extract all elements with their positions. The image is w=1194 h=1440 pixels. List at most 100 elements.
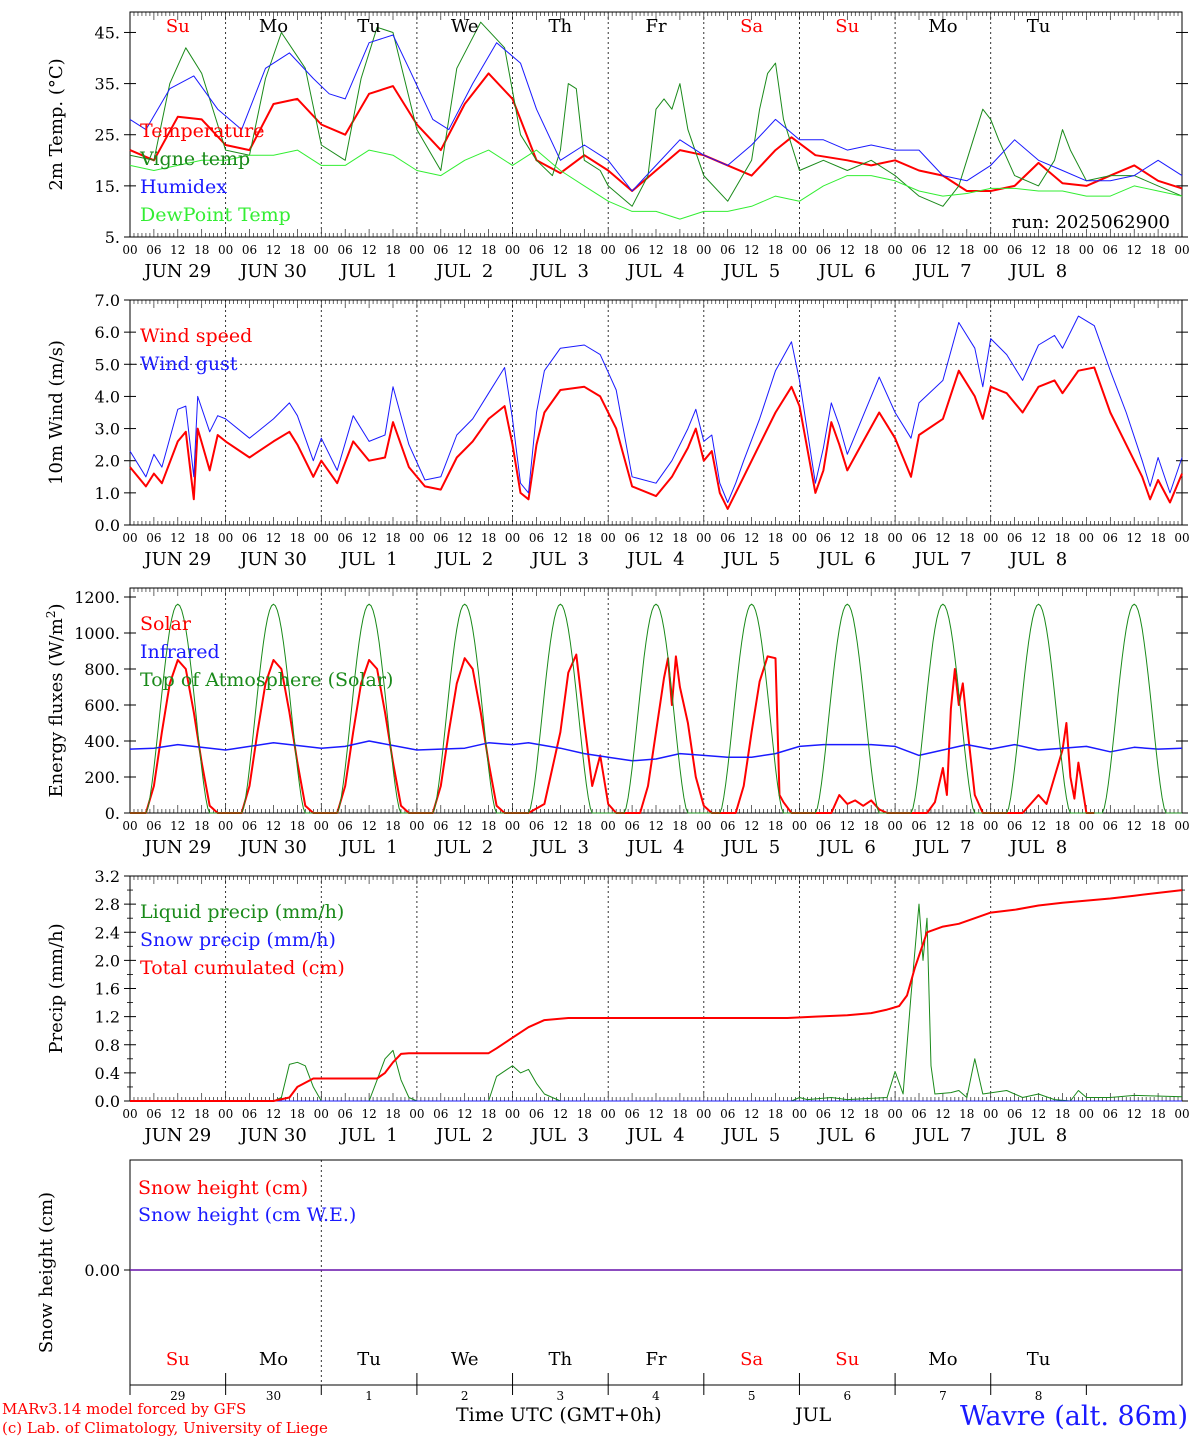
hour-tick-label: 12 bbox=[935, 531, 950, 545]
day-abbr: Mo bbox=[928, 16, 957, 37]
hour-tick-label: 12 bbox=[648, 531, 663, 545]
hour-tick-label: 00 bbox=[601, 243, 616, 257]
hour-tick-label: 06 bbox=[720, 1107, 735, 1121]
model-credit: MARv3.14 model forced by GFS bbox=[2, 1400, 247, 1418]
hour-tick-label: 18 bbox=[959, 1107, 974, 1121]
legend-entry: Wind speed bbox=[140, 325, 252, 347]
hour-tick-label: 18 bbox=[481, 1107, 496, 1121]
day-number: 6 bbox=[843, 1389, 851, 1403]
legend-entry: Humidex bbox=[140, 176, 227, 198]
hour-tick-label: 12 bbox=[648, 243, 663, 257]
day-number: 4 bbox=[652, 1389, 660, 1403]
y-tick-label: 0.8 bbox=[95, 1036, 120, 1055]
series-liquid-precip-mm-h- bbox=[130, 903, 1183, 1102]
date-label: JUL 5 bbox=[721, 549, 780, 570]
hour-tick-label: 18 bbox=[1055, 531, 1070, 545]
legend-entry: Infrared bbox=[140, 641, 220, 663]
hour-tick-label: 06 bbox=[911, 819, 926, 833]
hour-tick-label: 00 bbox=[1174, 243, 1189, 257]
hour-tick-label: 06 bbox=[1007, 819, 1022, 833]
hour-tick-label: 00 bbox=[122, 1107, 137, 1121]
date-label: JUL 4 bbox=[625, 837, 684, 858]
hour-tick-label: 06 bbox=[1103, 819, 1118, 833]
hour-tick-label: 06 bbox=[146, 531, 161, 545]
hour-tick-label: 00 bbox=[122, 819, 137, 833]
y-tick-label: 25. bbox=[95, 126, 120, 145]
hour-tick-label: 00 bbox=[601, 531, 616, 545]
hour-tick-label: 12 bbox=[1127, 819, 1142, 833]
hour-tick-label: 18 bbox=[290, 1107, 305, 1121]
hour-tick-label: 18 bbox=[194, 1107, 209, 1121]
series-wind-gust bbox=[129, 315, 1183, 503]
hour-tick-label: 18 bbox=[864, 1107, 879, 1121]
hour-tick-label: 00 bbox=[887, 1107, 902, 1121]
series-vigne-temp bbox=[129, 21, 1183, 207]
hour-tick-label: 06 bbox=[624, 531, 639, 545]
hour-tick-label: 18 bbox=[1150, 243, 1165, 257]
y-tick-label: 1200. bbox=[74, 588, 120, 607]
date-label: JUN 29 bbox=[142, 261, 211, 282]
hour-tick-label: 00 bbox=[409, 1107, 424, 1121]
hour-tick-label: 00 bbox=[887, 531, 902, 545]
y-tick-label: 35. bbox=[95, 75, 120, 94]
series-solar bbox=[130, 653, 1095, 814]
hour-tick-label: 00 bbox=[792, 819, 807, 833]
snow-frame bbox=[129, 1159, 1183, 1386]
hour-tick-label: 06 bbox=[911, 531, 926, 545]
hour-tick-label: 06 bbox=[338, 531, 353, 545]
hour-tick-label: 06 bbox=[720, 531, 735, 545]
day-number: 29 bbox=[170, 1389, 185, 1403]
y-tick-label: 45. bbox=[95, 23, 120, 42]
hour-tick-label: 00 bbox=[792, 531, 807, 545]
y-tick-label: 7.0 bbox=[95, 291, 120, 310]
hour-tick-label: 00 bbox=[696, 243, 711, 257]
day-abbr: Su bbox=[835, 1349, 859, 1370]
y-tick-label: 3.2 bbox=[95, 867, 120, 886]
hour-tick-label: 18 bbox=[577, 243, 592, 257]
legend-entry: Solar bbox=[140, 613, 192, 635]
series-dewpoint-temp bbox=[129, 149, 1183, 220]
date-label: JUL 7 bbox=[912, 837, 971, 858]
date-label: JUN 29 bbox=[142, 1125, 211, 1146]
run-annotation: run: 2025062900 bbox=[1012, 212, 1170, 233]
hour-tick-label: 06 bbox=[242, 243, 257, 257]
hour-tick-label: 12 bbox=[648, 819, 663, 833]
hour-tick-label: 18 bbox=[194, 243, 209, 257]
hour-tick-label: 06 bbox=[433, 531, 448, 545]
date-label: JUN 29 bbox=[142, 837, 211, 858]
hour-tick-label: 18 bbox=[1150, 819, 1165, 833]
date-label: JUL 8 bbox=[1008, 837, 1067, 858]
legend-entry: Top of Atmosphere (Solar) bbox=[140, 669, 393, 691]
hour-tick-label: 12 bbox=[840, 243, 855, 257]
date-label: JUL 3 bbox=[530, 549, 589, 570]
day-abbr: Fr bbox=[645, 1349, 666, 1370]
hour-tick-label: 06 bbox=[529, 1107, 544, 1121]
hour-tick-label: 00 bbox=[696, 531, 711, 545]
date-label: JUL 2 bbox=[434, 1125, 493, 1146]
hour-tick-label: 00 bbox=[409, 819, 424, 833]
hour-tick-label: 06 bbox=[242, 819, 257, 833]
series-top-of-atmosphere-solar- bbox=[130, 603, 1182, 814]
day-number: 8 bbox=[1035, 1389, 1043, 1403]
hour-tick-label: 12 bbox=[361, 243, 376, 257]
hour-tick-label: 06 bbox=[720, 819, 735, 833]
hour-tick-label: 12 bbox=[361, 819, 376, 833]
hour-tick-label: 18 bbox=[672, 531, 687, 545]
y-tick-label: 1.0 bbox=[95, 484, 120, 503]
hour-tick-label: 18 bbox=[1055, 1107, 1070, 1121]
hour-tick-label: 18 bbox=[194, 531, 209, 545]
day-abbr: Su bbox=[166, 16, 190, 37]
hour-tick-label: 18 bbox=[672, 1107, 687, 1121]
hour-tick-label: 06 bbox=[816, 531, 831, 545]
date-label: JUL 6 bbox=[817, 549, 876, 570]
hour-tick-label: 00 bbox=[505, 243, 520, 257]
hour-tick-label: 12 bbox=[1031, 819, 1046, 833]
date-label: JUL 7 bbox=[912, 1125, 971, 1146]
y-tick-label: 1000. bbox=[74, 624, 120, 643]
date-label: JUL 5 bbox=[721, 261, 780, 282]
hour-tick-label: 18 bbox=[290, 243, 305, 257]
series-wind-speed bbox=[129, 366, 1183, 510]
hour-tick-label: 18 bbox=[481, 531, 496, 545]
hour-tick-label: 18 bbox=[481, 819, 496, 833]
date-label: JUL 7 bbox=[912, 261, 971, 282]
